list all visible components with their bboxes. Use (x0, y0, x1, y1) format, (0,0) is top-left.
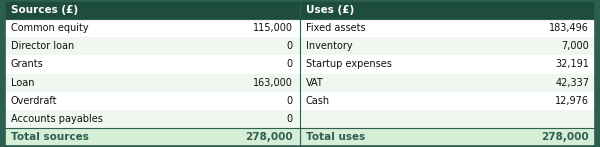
Text: 12,976: 12,976 (555, 96, 589, 106)
Text: Total uses: Total uses (306, 132, 365, 142)
Bar (5, 74, 595, 92)
Text: Loan: Loan (11, 77, 34, 88)
Text: 0: 0 (287, 59, 293, 70)
Text: 278,000: 278,000 (542, 132, 589, 142)
Text: 0: 0 (287, 114, 293, 124)
Bar (5, 1, 595, 19)
Bar (5, 55, 595, 74)
Bar (5, 37, 595, 55)
Text: 183,496: 183,496 (550, 23, 589, 33)
Text: Fixed assets: Fixed assets (306, 23, 365, 33)
Text: Common equity: Common equity (11, 23, 88, 33)
Text: 115,000: 115,000 (253, 23, 293, 33)
Text: Sources (£): Sources (£) (11, 5, 78, 15)
Text: 42,337: 42,337 (555, 77, 589, 88)
Bar (5, 128, 595, 146)
Text: 278,000: 278,000 (245, 132, 293, 142)
Text: Uses (£): Uses (£) (306, 5, 354, 15)
Text: Grants: Grants (11, 59, 44, 70)
Text: Cash: Cash (306, 96, 330, 106)
Text: Inventory: Inventory (306, 41, 353, 51)
Text: Overdraft: Overdraft (11, 96, 58, 106)
Text: 7,000: 7,000 (562, 41, 589, 51)
Text: Startup expenses: Startup expenses (306, 59, 392, 70)
Text: Total sources: Total sources (11, 132, 89, 142)
Bar (5, 92, 595, 110)
Text: 0: 0 (287, 96, 293, 106)
Bar (5, 110, 595, 128)
Text: Director loan: Director loan (11, 41, 74, 51)
Text: VAT: VAT (306, 77, 324, 88)
Bar (5, 19, 595, 37)
Text: 32,191: 32,191 (556, 59, 589, 70)
Text: Accounts payables: Accounts payables (11, 114, 103, 124)
Text: 163,000: 163,000 (253, 77, 293, 88)
Text: 0: 0 (287, 41, 293, 51)
